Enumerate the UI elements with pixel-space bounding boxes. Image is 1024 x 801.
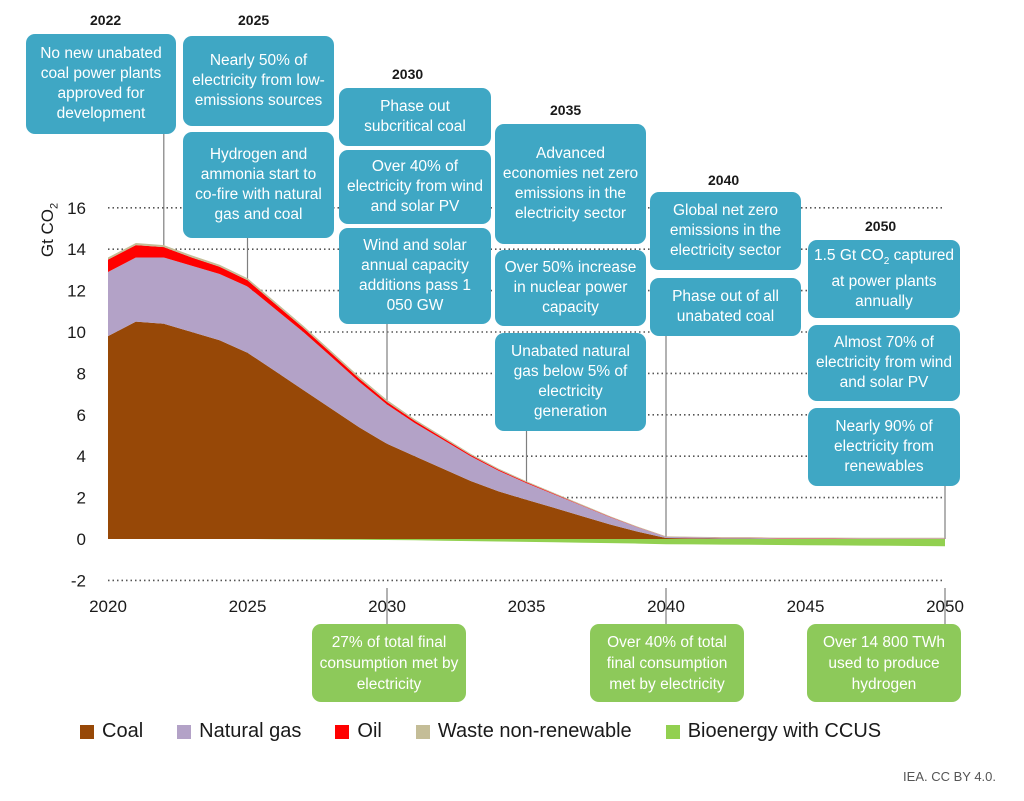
y-tick-label: 12	[67, 282, 86, 301]
y-tick-label: 4	[77, 447, 86, 466]
area-bioenergy-ccus	[108, 539, 945, 547]
milestone-2022-coal-plants: No new unabated coal power plants approv…	[26, 34, 176, 134]
year-label-2030: 2030	[392, 66, 424, 82]
y-tick-label: 8	[77, 364, 86, 383]
milestone-2040-coal-phase-out: Phase out of all unabated coal	[650, 278, 801, 336]
milestone-2030-wind-solar-share: Over 40% of electricity from wind and so…	[339, 150, 491, 224]
year-label-2025: 2025	[238, 12, 270, 28]
y-tick-label: -2	[71, 571, 86, 590]
milestone-2035-nuclear: Over 50% increase in nuclear power capac…	[495, 250, 646, 326]
y-tick-label: 2	[77, 489, 86, 508]
milestone-2030-subcritical-coal: Phase out subcritical coal	[339, 88, 491, 146]
milestone-2035-unabated-gas: Unabated natural gas below 5% of electri…	[495, 333, 646, 431]
legend-swatch-natural-gas	[177, 724, 192, 739]
legend: Coal Natural gas Oil Waste non-renewable…	[80, 720, 881, 743]
y-tick-label: 16	[67, 199, 86, 218]
y-tick-label: 6	[77, 406, 86, 425]
milestone-2025-hydrogen-ammonia: Hydrogen and ammonia start to co-fire wi…	[183, 132, 334, 238]
year-label-2040: 2040	[708, 172, 740, 188]
hydrogen-2050: Over 14 800 TWh used to produce hydrogen	[807, 624, 961, 702]
x-tick-label: 2025	[229, 597, 267, 616]
electrification-2040: Over 40% of total final consumption met …	[590, 624, 744, 702]
year-label-2035: 2035	[550, 102, 582, 118]
area-coal	[108, 321, 945, 539]
year-label-2050: 2050	[865, 218, 897, 234]
legend-swatch-bioenergy-ccus	[665, 724, 680, 739]
legend-item-bioenergy-ccus: Bioenergy with CCUS	[665, 720, 881, 743]
milestone-2050-co2-captured: 1.5 Gt CO2 captured at power plants annu…	[808, 240, 960, 318]
source-credit: IEA. CC BY 4.0.	[903, 769, 996, 784]
legend-swatch-waste	[415, 724, 430, 739]
electrification-2030: 27% of total final consumption met by el…	[312, 624, 466, 702]
legend-item-waste: Waste non-renewable	[415, 720, 632, 743]
axis-ticks: -2 0 2 4 6 8 10 12 14 16 2020 2025 2030 2035 2040 2045 2…	[67, 199, 964, 616]
stacked-areas	[108, 243, 945, 547]
y-tick-label: 0	[77, 530, 86, 549]
y-tick-label: 10	[67, 323, 86, 342]
milestone-2035-advanced-economies: Advanced economies net zero emissions in…	[495, 124, 646, 244]
milestone-2030-capacity-additions: Wind and solar annual capacity additions…	[339, 228, 491, 324]
x-tick-label: 2045	[787, 597, 825, 616]
milestone-2050-wind-solar-share: Almost 70% of electricity from wind and …	[808, 325, 960, 401]
year-label-2022: 2022	[90, 12, 122, 28]
area-natural-gas	[108, 257, 945, 539]
x-tick-label: 2035	[508, 597, 546, 616]
x-tick-label: 2030	[368, 597, 406, 616]
legend-item-oil: Oil	[335, 720, 382, 743]
legend-item-coal: Coal	[80, 720, 143, 743]
legend-item-natural-gas: Natural gas	[177, 720, 301, 743]
y-axis-title: Gt CO2	[38, 202, 61, 258]
milestone-2025-low-emissions: Nearly 50% of electricity from low-emiss…	[183, 36, 334, 126]
y-tick-label: 14	[67, 240, 86, 259]
milestone-2050-renewables: Nearly 90% of electricity from renewable…	[808, 408, 960, 486]
x-tick-label: 2050	[926, 597, 964, 616]
legend-swatch-oil	[335, 724, 350, 739]
x-tick-label: 2040	[647, 597, 685, 616]
x-tick-label: 2020	[89, 597, 127, 616]
milestone-2040-global-net-zero: Global net zero emissions in the electri…	[650, 192, 801, 270]
legend-swatch-coal	[80, 724, 94, 739]
